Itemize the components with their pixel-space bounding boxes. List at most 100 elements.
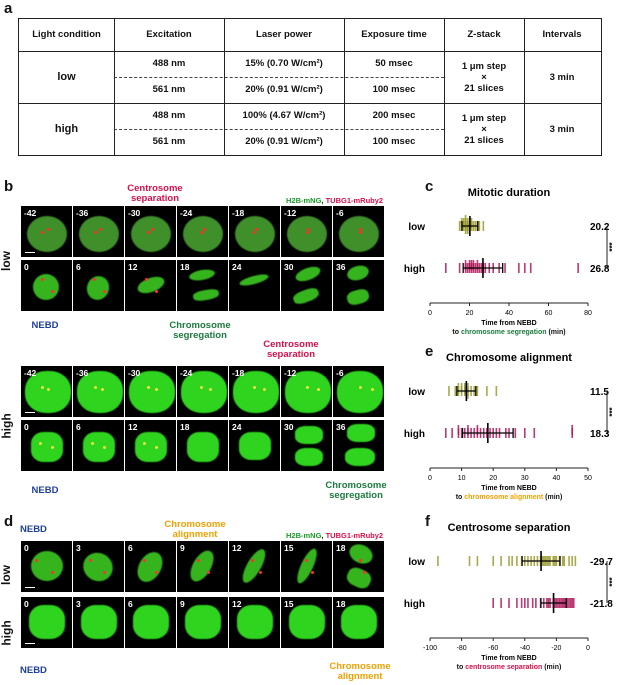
nucleus-shape (339, 216, 379, 252)
b-low-seg-l2: segregation (173, 330, 227, 341)
data-point (476, 425, 479, 435)
micrograph-tile: -12 (281, 206, 332, 257)
micrograph-tile: -30 (125, 206, 176, 257)
scale-bar (25, 642, 35, 644)
centrosome-dot (317, 388, 320, 391)
micrograph-tile: -18 (229, 366, 280, 417)
mean-label: 11.5 (590, 387, 609, 398)
micrograph-tile: -6 (333, 206, 384, 257)
significance-stars: *** (608, 576, 617, 586)
header-excitation: Excitation (146, 29, 192, 40)
data-point (478, 221, 481, 231)
nucleus-shape (185, 605, 221, 639)
d-legend-comma: , (321, 531, 326, 540)
x-tick-label: 10 (458, 475, 466, 482)
data-point (448, 386, 450, 396)
header-laser-power: Laser power (256, 29, 312, 40)
nucleus-shape (183, 216, 223, 252)
nucleus-shape (295, 448, 323, 466)
time-stamp: 6 (128, 543, 133, 553)
low-row1-laser: 15% (0.70 W/cm²) (245, 58, 323, 69)
panel-label-c: c (425, 178, 434, 195)
high-zstack-times: × (481, 124, 487, 135)
data-point (577, 263, 579, 273)
data-point (476, 260, 479, 270)
nucleus-shape (27, 216, 67, 252)
micrograph-tile: -6 (333, 366, 384, 417)
time-stamp: 12 (232, 543, 242, 553)
nucleus-shape (347, 424, 375, 442)
centrosome-dot (259, 571, 262, 574)
x-axis-label-part: chromosome segregation (461, 329, 547, 336)
x-tick-label: 50 (584, 475, 592, 482)
data-point (458, 263, 461, 273)
nucleus-shape (31, 551, 63, 581)
category-label: low (408, 557, 425, 568)
data-point (520, 598, 523, 608)
b-low-centrosome-l1: Centrosome (127, 183, 183, 194)
low-zstack-times: × (481, 72, 487, 83)
nucleus-shape (131, 216, 171, 252)
data-point (563, 556, 566, 566)
nucleus-shape (78, 547, 118, 587)
x-tick-label: -40 (520, 645, 530, 652)
centrosome-dot (155, 446, 158, 449)
centrosome-dot (209, 388, 212, 391)
data-point (462, 218, 465, 228)
low-row2-excitation: 561 nm (152, 84, 186, 95)
x-axis-label-part: to (456, 494, 465, 501)
centrosome-dot (41, 386, 44, 389)
data-point (457, 425, 460, 435)
centrosome-dot (359, 231, 362, 234)
data-point (460, 428, 463, 438)
header-exposure-time: Exposure time (361, 29, 427, 40)
low-condition-label: low (57, 71, 76, 83)
nucleus-shape (239, 432, 271, 460)
data-point (531, 598, 534, 608)
d-legend-green: H2B-mNG (286, 531, 322, 540)
nucleus-shape (233, 371, 279, 413)
data-point (464, 215, 467, 225)
data-point (476, 556, 479, 566)
micrograph-tile: 12 (229, 541, 280, 592)
x-axis-label-part: centrosome separation (465, 664, 542, 671)
centrosome-dot (155, 571, 158, 574)
time-stamp: 24 (232, 262, 242, 272)
centrosome-dot (145, 278, 148, 281)
nucleus-shape (188, 267, 216, 283)
time-stamp: -24 (180, 208, 193, 218)
x-tick-label: 20 (466, 310, 474, 317)
low-row1-excitation: 488 nm (152, 58, 186, 69)
nucleus-shape (289, 605, 325, 639)
time-stamp: 0 (24, 599, 29, 609)
data-point (518, 263, 520, 273)
micrograph-tile: -12 (281, 366, 332, 417)
micrograph-tile: 36 (333, 260, 384, 311)
micrograph-tile: 18 (333, 541, 384, 592)
nucleus-shape (31, 432, 63, 462)
nucleus-shape (238, 546, 270, 586)
header-z-stack: Z-stack (467, 29, 501, 40)
centrosome-dot (200, 231, 203, 234)
micrograph-tile: -18 (229, 206, 280, 257)
nucleus-shape (345, 448, 375, 466)
significance-stars: *** (608, 406, 617, 416)
micrograph-tile: 24 (229, 420, 280, 471)
data-point (524, 598, 526, 608)
time-stamp: 0 (24, 262, 29, 272)
centrosome-dot (251, 559, 254, 562)
micrograph-tile: 24 (229, 260, 280, 311)
chromosome-alignment-chart: Chromosome alignment low high 0 10 20 30 40 50 Ti… (404, 352, 617, 501)
nucleus-shape (187, 432, 219, 462)
time-stamp: 36 (336, 422, 346, 432)
time-stamp: -42 (24, 368, 37, 378)
data-point (500, 598, 502, 608)
data-point (472, 260, 475, 270)
category-label: low (408, 222, 425, 233)
centrosome-dot (93, 278, 96, 281)
data-point (463, 383, 466, 393)
b-low-chromosome-segregation: Chromosome segregation (160, 321, 240, 341)
micrograph-tile: 3 (73, 597, 124, 648)
low-zstack-slices: 21 slices (464, 83, 504, 94)
data-point (524, 263, 526, 273)
